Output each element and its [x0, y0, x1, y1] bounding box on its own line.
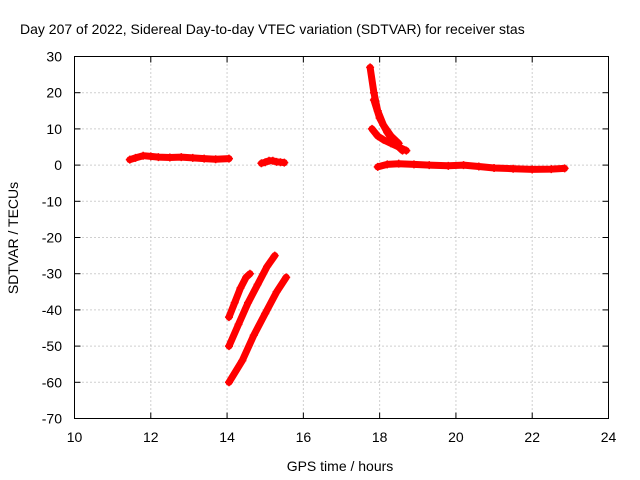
data-point — [369, 95, 378, 104]
data-point — [394, 159, 403, 168]
series-arc-5 — [224, 273, 291, 387]
data-point — [402, 146, 411, 155]
data-point — [236, 284, 245, 293]
series-arc-1 — [125, 151, 233, 164]
data-point — [139, 151, 148, 160]
data-point — [177, 153, 186, 162]
data-point — [242, 273, 251, 282]
data-point — [490, 163, 499, 172]
x-tick-label: 22 — [524, 429, 540, 445]
data-point — [270, 251, 279, 260]
data-point — [125, 155, 134, 164]
tick-labels: 10 12 14 16 18 20 22 24 -70 -60 -50 -40 -30 -20 -10 0 10… — [42, 49, 617, 446]
data-point — [263, 262, 272, 271]
data-point — [224, 342, 233, 351]
data-point — [253, 280, 262, 289]
data-point — [188, 153, 197, 162]
x-tick-label: 20 — [448, 429, 464, 445]
x-tick-label: 18 — [372, 429, 388, 445]
data-point — [211, 155, 220, 164]
x-tick-label: 14 — [219, 429, 235, 445]
x-tick-label: 24 — [601, 429, 617, 445]
data-point — [238, 356, 247, 365]
data-point — [368, 124, 377, 133]
data-point — [373, 162, 382, 171]
series-arc-9 — [373, 159, 569, 174]
series-arc-3 — [224, 269, 254, 322]
data-point — [409, 160, 418, 169]
data-point — [425, 161, 434, 170]
data-point — [547, 165, 556, 174]
data-marks — [125, 63, 569, 387]
data-point — [200, 154, 209, 163]
data-point — [379, 135, 388, 144]
y-tick-label: -30 — [42, 266, 62, 282]
chart-title: Day 207 of 2022, Sidereal Day-to-day VTE… — [20, 21, 525, 37]
series-arc-4 — [224, 251, 279, 351]
ticks — [74, 56, 609, 419]
y-tick-label: -20 — [42, 230, 62, 246]
data-point — [249, 331, 258, 340]
x-axis-label: GPS time / hours — [287, 458, 394, 474]
series-arc-2 — [257, 156, 289, 168]
data-point — [268, 156, 277, 165]
data-point — [224, 378, 233, 387]
data-point — [474, 162, 483, 171]
data-point — [282, 273, 291, 282]
data-point — [224, 313, 233, 322]
data-point — [373, 132, 382, 141]
data-point — [261, 158, 270, 167]
x-tick-label: 10 — [67, 429, 83, 445]
data-point — [509, 164, 518, 173]
data-point — [366, 63, 375, 72]
data-point — [383, 160, 392, 169]
data-point — [165, 153, 174, 162]
y-tick-label: -60 — [42, 374, 62, 390]
y-tick-label: -50 — [42, 338, 62, 354]
data-point — [244, 298, 253, 307]
data-point — [444, 161, 453, 170]
data-point — [230, 298, 239, 307]
data-point — [394, 143, 403, 151]
y-tick-label: 0 — [54, 157, 62, 173]
data-point — [224, 154, 233, 163]
x-tick-label: 12 — [143, 429, 159, 445]
data-point — [560, 164, 569, 173]
data-point — [234, 320, 243, 329]
y-tick-label: -40 — [42, 302, 62, 318]
data-point — [375, 114, 384, 123]
data-point — [387, 139, 396, 148]
y-tick-label: 30 — [46, 49, 62, 65]
data-point — [383, 128, 392, 137]
x-tick-label: 16 — [296, 429, 312, 445]
y-tick-label: 20 — [46, 85, 62, 101]
data-point — [272, 287, 281, 296]
y-axis-label: SDTVAR / TECUs — [5, 182, 21, 294]
data-point — [245, 269, 254, 278]
data-point — [280, 158, 289, 167]
data-point — [154, 153, 163, 162]
data-point — [261, 309, 270, 318]
series-band — [225, 273, 290, 386]
data-point — [257, 159, 266, 168]
data-point — [131, 153, 140, 162]
data-point — [146, 152, 155, 161]
data-point — [369, 88, 378, 97]
data-point — [528, 165, 537, 174]
series-arc-8 — [368, 124, 411, 155]
y-tick-label: -70 — [42, 411, 62, 427]
series-band — [225, 252, 279, 350]
data-point — [459, 161, 468, 170]
y-tick-label: -10 — [42, 193, 62, 209]
y-tick-label: 10 — [46, 121, 62, 137]
